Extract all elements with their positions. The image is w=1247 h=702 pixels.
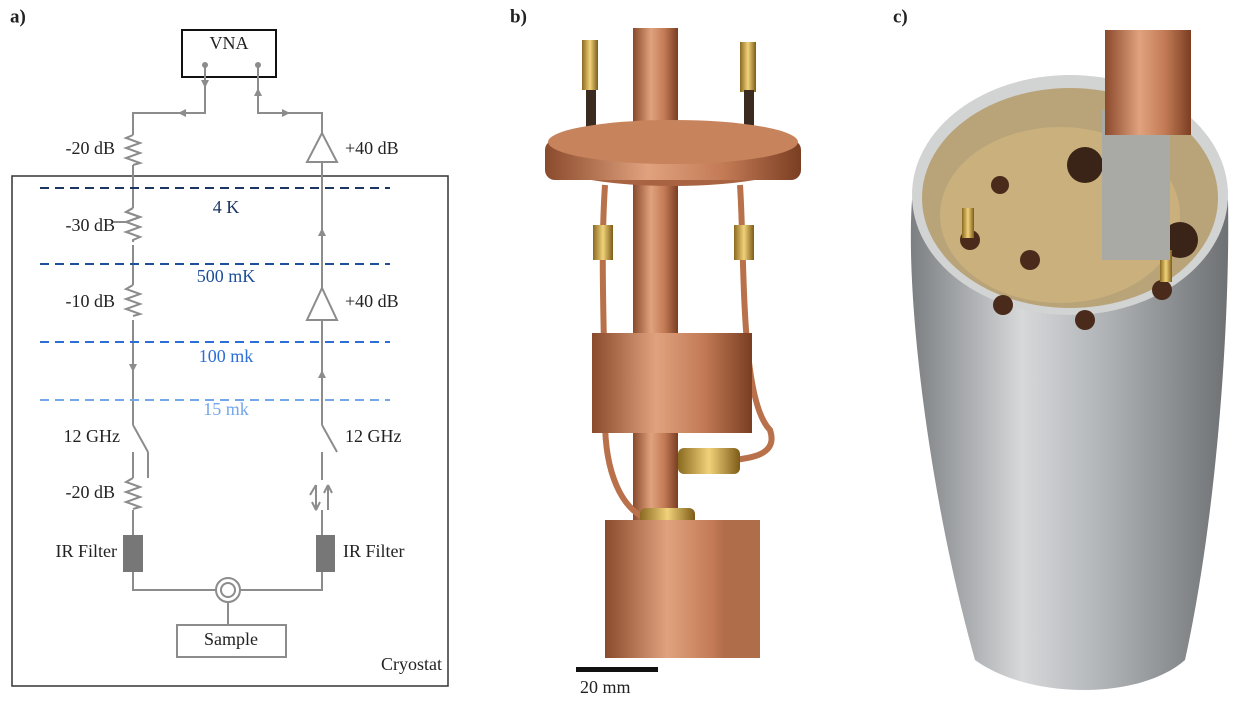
- panel-label: a): [10, 6, 26, 27]
- shape: [221, 583, 235, 597]
- input-labels: -20 dB -30 dB -10 dB 12 GHz -20 dB IR Fi…: [56, 138, 121, 561]
- shape: [216, 578, 240, 602]
- panel-c: c): [893, 6, 1228, 690]
- shape: [991, 176, 1009, 194]
- shape: [1105, 30, 1191, 135]
- scale-bar: [576, 667, 658, 672]
- shape: [307, 133, 337, 162]
- cryostat-label: Cryostat: [381, 654, 442, 674]
- shape: [582, 40, 598, 90]
- shape: [593, 225, 613, 260]
- attenuator-label: -10 dB: [66, 291, 116, 311]
- shape: [307, 288, 337, 320]
- shape: [129, 80, 326, 378]
- shape: [993, 295, 1013, 315]
- filter-label: 12 GHz: [64, 426, 121, 446]
- figure: a) Cryostat VNA Sample 4 K 500 mK 100 mk…: [0, 0, 1247, 702]
- shape: [740, 42, 756, 92]
- shape: [678, 448, 740, 474]
- shape: [1152, 280, 1172, 300]
- stage-label: 15 mk: [203, 399, 249, 419]
- stage-label: 500 mK: [197, 266, 256, 286]
- shape: [133, 425, 337, 452]
- ir-filter-label: IR Filter: [343, 541, 405, 561]
- output-labels: +40 dB +40 dB 12 GHz IR Filter: [343, 138, 405, 561]
- shape: [1020, 250, 1040, 270]
- attenuator-label: -30 dB: [66, 215, 116, 235]
- shape: [734, 225, 754, 260]
- panel-label: c): [893, 6, 908, 27]
- photo-aluminium-can: [911, 30, 1228, 690]
- scale-bar-label: 20 mm: [580, 677, 631, 697]
- shape: [112, 135, 140, 222]
- attenuator-label: -20 dB: [66, 482, 116, 502]
- panel-a: a) Cryostat VNA Sample 4 K 500 mK 100 mk…: [10, 6, 448, 686]
- filter-label: 12 GHz: [345, 426, 402, 446]
- amplifier-label: +40 dB: [345, 291, 399, 311]
- shape: [123, 535, 143, 572]
- ir-filter-label: IR Filter: [56, 541, 118, 561]
- shape: [310, 485, 332, 510]
- attenuator-label: -20 dB: [66, 138, 116, 158]
- photo-copper-assembly: [545, 28, 801, 658]
- shape: [725, 520, 760, 658]
- shape: [592, 333, 752, 433]
- panel-b: b) 20 mm: [510, 6, 801, 697]
- wiring: [112, 62, 337, 625]
- shape: [962, 208, 974, 238]
- shape: [1075, 310, 1095, 330]
- panel-label: b): [510, 6, 527, 27]
- shape: [548, 120, 798, 164]
- shape: [1067, 147, 1103, 183]
- shape: [126, 285, 140, 316]
- sample-label: Sample: [204, 629, 258, 649]
- vna-label: VNA: [210, 33, 249, 53]
- shape: [316, 535, 335, 572]
- shape: [126, 478, 140, 509]
- shape: [126, 208, 140, 242]
- amplifier-label: +40 dB: [345, 138, 399, 158]
- shape: [633, 28, 678, 548]
- shape: [133, 65, 322, 590]
- stage-label: 100 mk: [199, 346, 254, 366]
- stage-label: 4 K: [213, 197, 240, 217]
